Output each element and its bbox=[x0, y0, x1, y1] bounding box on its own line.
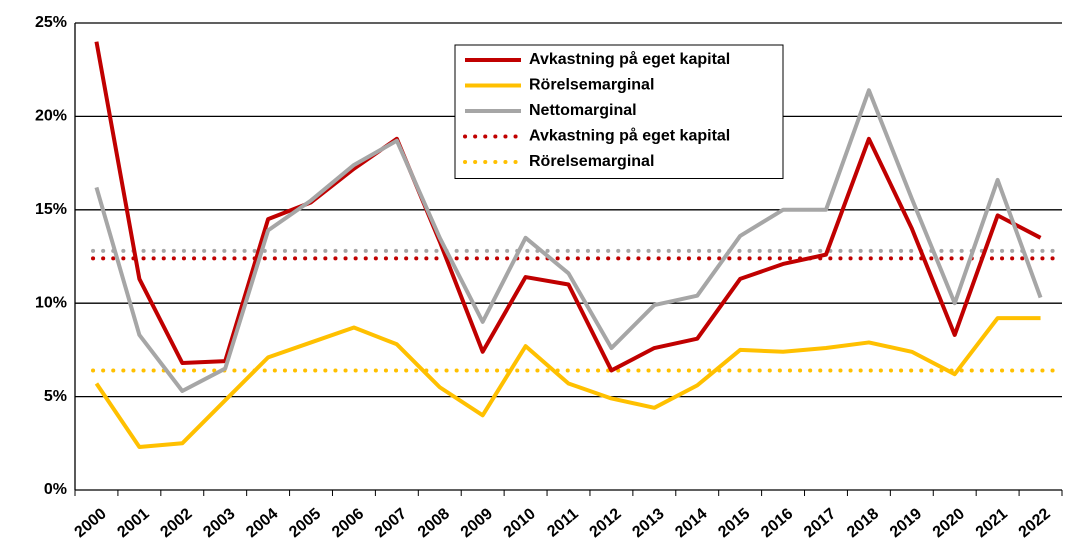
x-tick-label: 2018 bbox=[844, 505, 882, 541]
legend-label: Avkastning på eget kapital bbox=[529, 127, 730, 145]
y-tick-label: 10% bbox=[35, 294, 67, 311]
legend-label: Avkastning på eget kapital bbox=[529, 50, 730, 68]
x-tick-label: 2010 bbox=[501, 505, 539, 541]
x-tick-label: 2015 bbox=[715, 505, 753, 541]
series-line bbox=[94, 41, 1042, 373]
series-line bbox=[94, 316, 1041, 450]
x-tick-label: 2000 bbox=[72, 505, 110, 541]
y-tick-label: 0% bbox=[44, 481, 67, 498]
x-tick-label: 2021 bbox=[973, 505, 1011, 541]
x-tick-label: 2007 bbox=[372, 505, 410, 541]
x-tick-label: 2014 bbox=[672, 505, 710, 541]
legend: Avkastning på eget kapital Rörelsemargina… bbox=[454, 44, 784, 179]
x-tick-label: 2011 bbox=[544, 505, 582, 540]
x-tick-label: 2012 bbox=[587, 505, 625, 541]
x-tick-label: 2013 bbox=[629, 505, 667, 541]
x-tick-label: 2001 bbox=[114, 505, 152, 541]
y-tick-label: 5% bbox=[44, 388, 67, 405]
x-tick-label: 2002 bbox=[157, 505, 195, 541]
x-tick-label: 2017 bbox=[801, 505, 839, 541]
y-tick-label: 20% bbox=[35, 108, 67, 125]
x-tick-label: 2022 bbox=[1016, 505, 1054, 541]
x-tick-label: 2004 bbox=[243, 505, 281, 541]
legend-label: Nettomarginal bbox=[529, 102, 637, 119]
x-tick-label: 2005 bbox=[286, 505, 324, 541]
x-tick-label: 2019 bbox=[887, 505, 925, 541]
series-line bbox=[94, 88, 1043, 393]
x-tick-label: 2009 bbox=[458, 505, 496, 541]
x-tick-label: 2006 bbox=[329, 505, 367, 541]
y-tick-label: 25% bbox=[35, 14, 67, 31]
x-tick-label: 2016 bbox=[758, 505, 796, 541]
y-tick-label: 15% bbox=[35, 201, 67, 218]
x-tick-label: 2020 bbox=[930, 505, 968, 541]
legend-label: Rörelsemarginal bbox=[529, 77, 654, 94]
legend-label: Rörelsemarginal bbox=[529, 153, 654, 170]
x-tick-label: 2003 bbox=[200, 505, 238, 541]
x-tick-label: 2008 bbox=[415, 505, 453, 541]
